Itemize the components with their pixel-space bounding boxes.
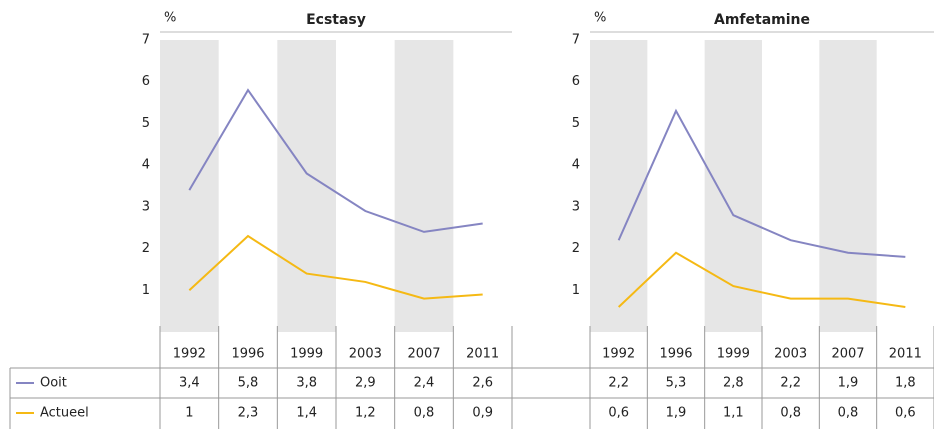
x-tick-label: 2003 — [349, 347, 382, 362]
legend-label: Ooit — [40, 376, 67, 391]
x-tick-label: 1996 — [659, 347, 692, 362]
y-tick-label: 1 — [572, 283, 580, 298]
x-tick-label: 2003 — [774, 347, 807, 362]
table-value: 1,1 — [723, 406, 744, 421]
x-tick-label: 2011 — [466, 347, 499, 362]
x-tick-label: 1992 — [602, 347, 635, 362]
table-value: 1 — [185, 406, 193, 421]
table-value: 1,8 — [895, 376, 916, 391]
table-value: 2,2 — [780, 376, 801, 391]
y-tick-label: 5 — [142, 116, 150, 131]
table-value: 2,6 — [472, 376, 493, 391]
line-series — [617, 108, 906, 258]
table-value: 5,8 — [238, 376, 259, 391]
table-value: 1,9 — [838, 376, 859, 391]
y-tick-label: 6 — [142, 74, 150, 89]
line-series — [188, 88, 483, 233]
y-tick-label: 2 — [572, 241, 580, 256]
x-tick-label: 2007 — [831, 347, 864, 362]
table-value: 1,2 — [355, 406, 376, 421]
y-tick-label: 4 — [142, 158, 150, 173]
table-value: 2,4 — [414, 376, 435, 391]
table-value: 2,8 — [723, 376, 744, 391]
y-axis-label: % — [594, 11, 606, 26]
y-tick-label: 3 — [142, 199, 150, 214]
table-value: 3,8 — [296, 376, 317, 391]
x-tick-label: 1996 — [231, 347, 264, 362]
table-value: 0,8 — [780, 406, 801, 421]
table-value: 0,6 — [608, 406, 629, 421]
y-tick-label: 3 — [572, 199, 580, 214]
y-tick-label: 4 — [572, 158, 580, 173]
table-value: 0,8 — [414, 406, 435, 421]
y-tick-label: 7 — [572, 33, 580, 48]
column-shade — [819, 40, 877, 332]
table-value: 5,3 — [666, 376, 687, 391]
line-series — [617, 251, 906, 308]
y-tick-label: 7 — [142, 33, 150, 48]
y-tick-label: 1 — [142, 283, 150, 298]
y-tick-label: 6 — [572, 74, 580, 89]
table-value: 0,6 — [895, 406, 916, 421]
x-tick-label: 1992 — [173, 347, 206, 362]
column-shade — [590, 40, 648, 332]
column-shade — [704, 40, 762, 332]
legend-label: Actueel — [40, 406, 89, 421]
x-tick-label: 1999 — [717, 347, 750, 362]
table-value: 1,9 — [666, 406, 687, 421]
chart-title: Amfetamine — [714, 12, 810, 28]
chart-title: Ecstasy — [306, 12, 366, 28]
table-value: 1,4 — [296, 406, 317, 421]
x-tick-label: 2007 — [407, 347, 440, 362]
y-tick-label: 5 — [572, 116, 580, 131]
table-value: 0,9 — [472, 406, 493, 421]
line-series — [188, 234, 483, 300]
table-value: 2,3 — [238, 406, 259, 421]
x-tick-label: 2011 — [889, 347, 922, 362]
x-tick-label: 1999 — [290, 347, 323, 362]
column-shade — [394, 40, 454, 332]
y-axis-label: % — [164, 11, 176, 26]
table-value: 2,2 — [608, 376, 629, 391]
column-shade — [160, 40, 219, 332]
table-value: 0,8 — [838, 406, 859, 421]
table-value: 3,4 — [179, 376, 200, 391]
y-tick-label: 2 — [142, 241, 150, 256]
table-value: 2,9 — [355, 376, 376, 391]
